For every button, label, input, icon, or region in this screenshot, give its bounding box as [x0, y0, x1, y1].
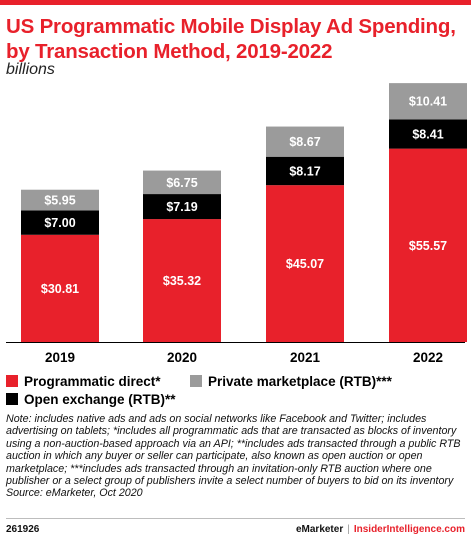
bar-segment — [21, 189, 99, 211]
data-label: $8.41 — [412, 127, 443, 141]
data-label: $8.17 — [289, 164, 320, 178]
legend-swatch-black — [6, 393, 18, 405]
x-tick-label: 2022 — [413, 350, 443, 365]
legend-label: Private marketplace (RTB)*** — [208, 374, 392, 389]
footer-separator: | — [347, 524, 350, 535]
chart-id: 261926 — [6, 524, 40, 535]
data-label: $45.07 — [286, 257, 324, 271]
legend-label: Programmatic direct* — [24, 374, 161, 389]
brand-name: eMarketer — [295, 524, 344, 535]
stacked-bar-chart: $30.81 $7.00 $5.95 2019 $35.32 $7.19 $6.75 2020… — [6, 83, 467, 365]
x-tick-label: 2019 — [45, 350, 75, 365]
footer-brand: eMarketer | InsiderIntelligence.com — [296, 524, 465, 535]
chart-title: US Programmatic Mobile Display Ad Spendi… — [6, 15, 456, 63]
legend-open-exchange: Open exchange (RTB)** — [6, 392, 176, 407]
legend-swatch-gray — [190, 375, 202, 387]
bar-segment — [143, 170, 221, 195]
data-label: $7.19 — [166, 200, 197, 214]
bar-segment — [143, 194, 221, 220]
data-label: $8.67 — [289, 135, 320, 149]
top-accent-bar — [0, 0, 471, 5]
data-label: $10.41 — [409, 95, 447, 109]
x-tick-label: 2021 — [290, 350, 321, 365]
legend-swatch-red — [6, 375, 18, 387]
legend-label: Open exchange (RTB)** — [24, 392, 176, 407]
bar-segment — [21, 210, 99, 235]
data-label: $55.57 — [409, 239, 447, 253]
bar-segment — [266, 126, 344, 157]
bar-segment — [389, 148, 467, 342]
legend-private-marketplace: Private marketplace (RTB)*** — [190, 374, 392, 389]
data-label: $30.81 — [41, 282, 79, 296]
x-tick-label: 2020 — [167, 350, 197, 365]
bar-segment — [21, 234, 99, 342]
source-text: Source: eMarketer, Oct 2020 — [6, 487, 143, 500]
legend-programmatic-direct: Programmatic direct* — [6, 374, 161, 389]
bar-segment — [389, 83, 467, 120]
bar-segment — [266, 185, 344, 342]
bar-segment — [143, 219, 221, 342]
brand-site: InsiderIntelligence.com — [353, 524, 465, 535]
bar-segment — [389, 119, 467, 149]
footer-divider — [6, 518, 465, 519]
chart-subtitle: billions — [6, 61, 55, 78]
data-label: $35.32 — [163, 274, 201, 288]
data-label: $6.75 — [166, 176, 197, 190]
bar-segment — [266, 156, 344, 186]
chart-note: Note: includes native ads and ads on soc… — [6, 413, 464, 500]
data-label: $7.00 — [44, 216, 75, 230]
data-label: $5.95 — [44, 194, 75, 208]
note-text: Note: includes native ads and ads on soc… — [6, 413, 461, 488]
